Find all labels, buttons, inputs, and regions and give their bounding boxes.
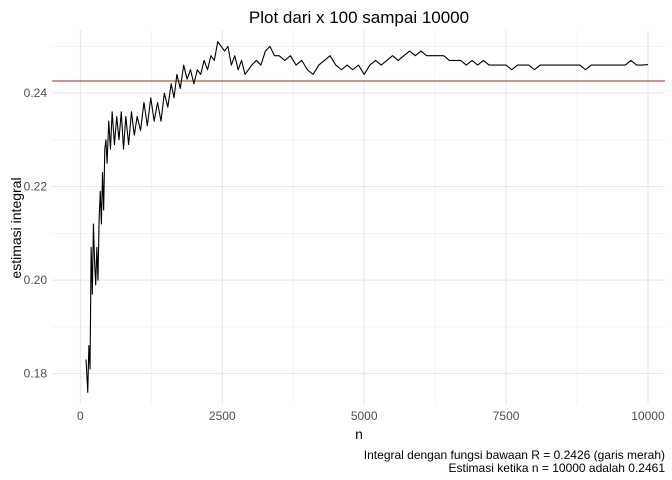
y-tick-label: 0.22: [24, 180, 48, 194]
series-line: [85, 41, 649, 393]
minor-gridlines: [52, 30, 665, 404]
caption-line-1: Integral dengan fungsi bawaan R = 0.2426…: [364, 448, 665, 462]
x-tick-label: 0: [77, 409, 84, 423]
x-axis-label: n: [355, 426, 363, 442]
x-tick-labels: 0 2500 5000 7500 10000: [77, 409, 665, 423]
y-axis-label: estimasi integral: [8, 177, 24, 278]
y-tick-label: 0.20: [24, 273, 48, 287]
y-tick-label: 0.24: [24, 86, 48, 100]
x-tick-label: 5000: [351, 409, 378, 423]
x-tick-label: 7500: [493, 409, 520, 423]
y-tick-labels: 0.18 0.20 0.22 0.24: [24, 86, 48, 381]
x-tick-label: 10000: [631, 409, 665, 423]
x-tick-label: 2500: [209, 409, 236, 423]
chart-title: Plot dari x 100 sampai 10000: [249, 8, 469, 27]
major-gridlines: [52, 30, 665, 404]
y-tick-label: 0.18: [24, 367, 48, 381]
caption-line-2: Estimasi ketika n = 10000 adalah 0.2461: [449, 461, 666, 475]
